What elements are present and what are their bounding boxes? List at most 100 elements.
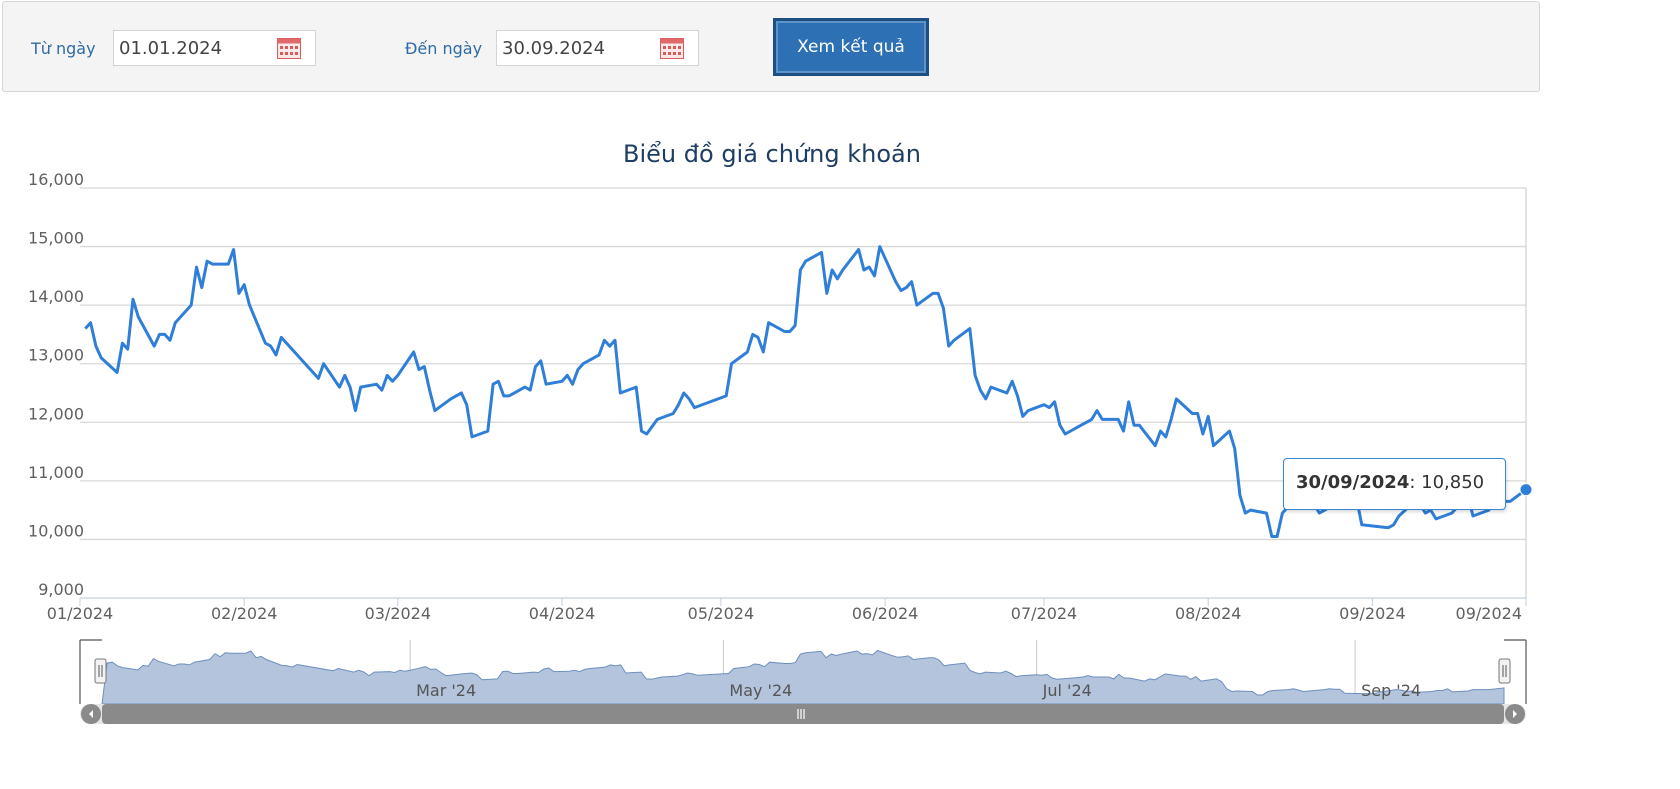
data-point[interactable] [1385,525,1391,531]
data-point[interactable] [337,384,343,390]
data-point[interactable] [374,381,380,387]
data-point[interactable] [914,302,920,308]
data-point[interactable] [1274,534,1280,540]
data-point[interactable] [834,276,840,282]
data-point[interactable] [262,340,268,346]
data-point[interactable] [1248,507,1254,513]
data-point[interactable] [1094,408,1100,414]
data-point[interactable] [172,320,178,326]
data-point[interactable] [1391,522,1397,528]
data-point[interactable] [1099,416,1105,422]
data-point[interactable] [686,396,692,402]
data-point[interactable] [893,279,899,285]
data-point[interactable] [872,273,878,279]
data-point[interactable] [935,290,941,296]
data-point[interactable] [930,290,936,296]
data-point[interactable] [1232,446,1238,452]
data-point[interactable] [1120,428,1126,434]
hovered-point-marker[interactable] [1519,483,1533,497]
data-point[interactable] [633,384,639,390]
view-results-button[interactable]: Xem kết quả [773,18,929,76]
data-point[interactable] [432,408,438,414]
data-point[interactable] [1052,399,1058,405]
data-point[interactable] [1083,419,1089,425]
data-point[interactable] [638,428,644,434]
data-point[interactable] [194,264,200,270]
data-point[interactable] [98,355,104,361]
data-point[interactable] [125,346,131,352]
data-point[interactable] [352,408,358,414]
data-point[interactable] [501,393,507,399]
data-point[interactable] [988,384,994,390]
data-point[interactable] [1242,510,1248,516]
data-point[interactable] [469,434,475,440]
data-point[interactable] [321,361,327,367]
data-point[interactable] [151,343,157,349]
data-point[interactable] [1200,431,1206,437]
data-point[interactable] [898,288,904,294]
data-point[interactable] [1210,443,1216,449]
data-point[interactable] [1126,399,1132,405]
data-point[interactable] [273,352,279,358]
data-point[interactable] [315,375,321,381]
data-point[interactable] [1163,434,1169,440]
data-point[interactable] [246,302,252,308]
data-point[interactable] [1158,428,1164,434]
to-date-input[interactable] [497,31,662,65]
data-point[interactable] [204,258,210,264]
data-point[interactable] [1025,408,1031,414]
data-point[interactable] [766,320,772,326]
data-point[interactable] [1263,510,1269,516]
data-point[interactable] [199,285,205,291]
data-point[interactable] [379,387,385,393]
navigator[interactable]: Mar '24 May '24 Jul '24 Sep '24 [79,639,1527,705]
data-point[interactable] [533,364,539,370]
scrollbar[interactable] [80,704,1526,724]
from-date-field[interactable] [113,30,316,66]
navigator-handle-right[interactable] [1498,658,1511,684]
data-point[interactable] [427,387,433,393]
data-point[interactable] [130,296,136,302]
data-point[interactable] [88,320,94,326]
data-point[interactable] [1009,378,1015,384]
data-point[interactable] [421,364,427,370]
data-point[interactable] [1359,522,1365,528]
data-point[interactable] [188,302,194,308]
data-point[interactable] [209,261,215,267]
data-point[interactable] [797,267,803,273]
data-point[interactable] [824,290,830,296]
data-point[interactable] [119,340,125,346]
data-point[interactable] [755,334,761,340]
data-point[interactable] [1449,510,1455,516]
data-point[interactable] [575,367,581,373]
data-point[interactable] [1057,422,1063,428]
data-point[interactable] [570,381,576,387]
data-point[interactable] [909,279,915,285]
data-point[interactable] [983,396,989,402]
data-point[interactable] [564,372,570,378]
scrollbar-thumb[interactable] [102,704,1504,724]
data-point[interactable] [681,390,687,396]
from-date-input[interactable] [114,31,279,65]
data-point[interactable] [241,282,247,288]
data-point[interactable] [1422,510,1428,516]
data-point[interactable] [236,290,242,296]
data-point[interactable] [728,361,734,367]
data-point[interactable] [1015,393,1021,399]
data-point[interactable] [1004,390,1010,396]
data-point[interactable] [527,387,533,393]
data-point[interactable] [1041,402,1047,408]
data-point[interactable] [829,267,835,273]
data-point[interactable] [972,372,978,378]
data-point[interactable] [1089,416,1095,422]
data-point[interactable] [1115,416,1121,422]
arrow-left-icon[interactable] [89,710,93,718]
data-point[interactable] [676,402,682,408]
data-point[interactable] [967,326,973,332]
data-point[interactable] [538,358,544,364]
data-point[interactable] [1020,413,1026,419]
data-point[interactable] [644,431,650,437]
data-point[interactable] [750,331,756,337]
data-point[interactable] [114,370,120,376]
data-point[interactable] [840,267,846,273]
